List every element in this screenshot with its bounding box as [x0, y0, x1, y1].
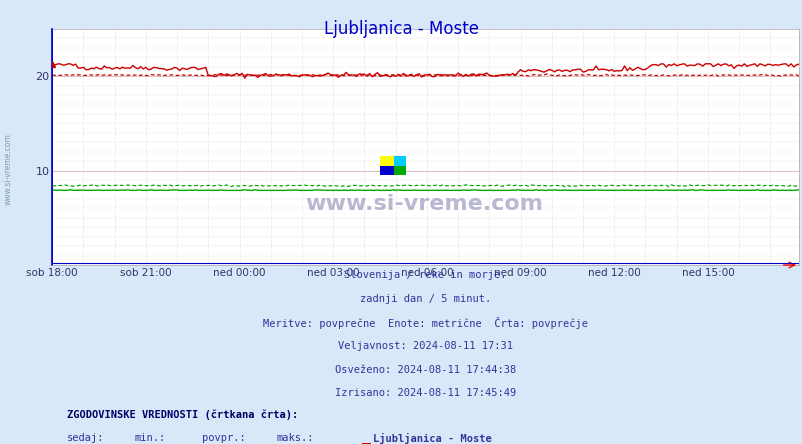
Text: povpr.:: povpr.: [201, 432, 245, 443]
Text: maks.:: maks.: [276, 432, 314, 443]
Text: Ljubljanica - Moste: Ljubljanica - Moste [323, 20, 479, 38]
Bar [394, 156, 405, 166]
Text: Osveženo: 2024-08-11 17:44:38: Osveženo: 2024-08-11 17:44:38 [334, 365, 516, 374]
Text: sedaj:: sedaj: [67, 432, 104, 443]
Text: min.:: min.: [134, 432, 165, 443]
Text: Slovenija / reke in morje.: Slovenija / reke in morje. [344, 270, 506, 280]
Text: ZGODOVINSKE VREDNOSTI (črtkana črta):: ZGODOVINSKE VREDNOSTI (črtkana črta): [67, 410, 298, 420]
Text: www.si-vreme.com: www.si-vreme.com [305, 194, 543, 214]
Bar [394, 166, 405, 175]
Bar [379, 166, 394, 175]
Bar [362, 443, 371, 444]
Text: Meritve: povprečne  Enote: metrične  Črta: povprečje: Meritve: povprečne Enote: metrične Črta:… [263, 317, 587, 329]
Text: www.si-vreme.com: www.si-vreme.com [3, 133, 13, 205]
Bar [379, 156, 394, 166]
Text: Izrisano: 2024-08-11 17:45:49: Izrisano: 2024-08-11 17:45:49 [334, 388, 516, 398]
Text: zadnji dan / 5 minut.: zadnji dan / 5 minut. [359, 294, 491, 304]
Text: Veljavnost: 2024-08-11 17:31: Veljavnost: 2024-08-11 17:31 [338, 341, 512, 351]
Text: Ljubljanica - Moste: Ljubljanica - Moste [373, 432, 492, 444]
